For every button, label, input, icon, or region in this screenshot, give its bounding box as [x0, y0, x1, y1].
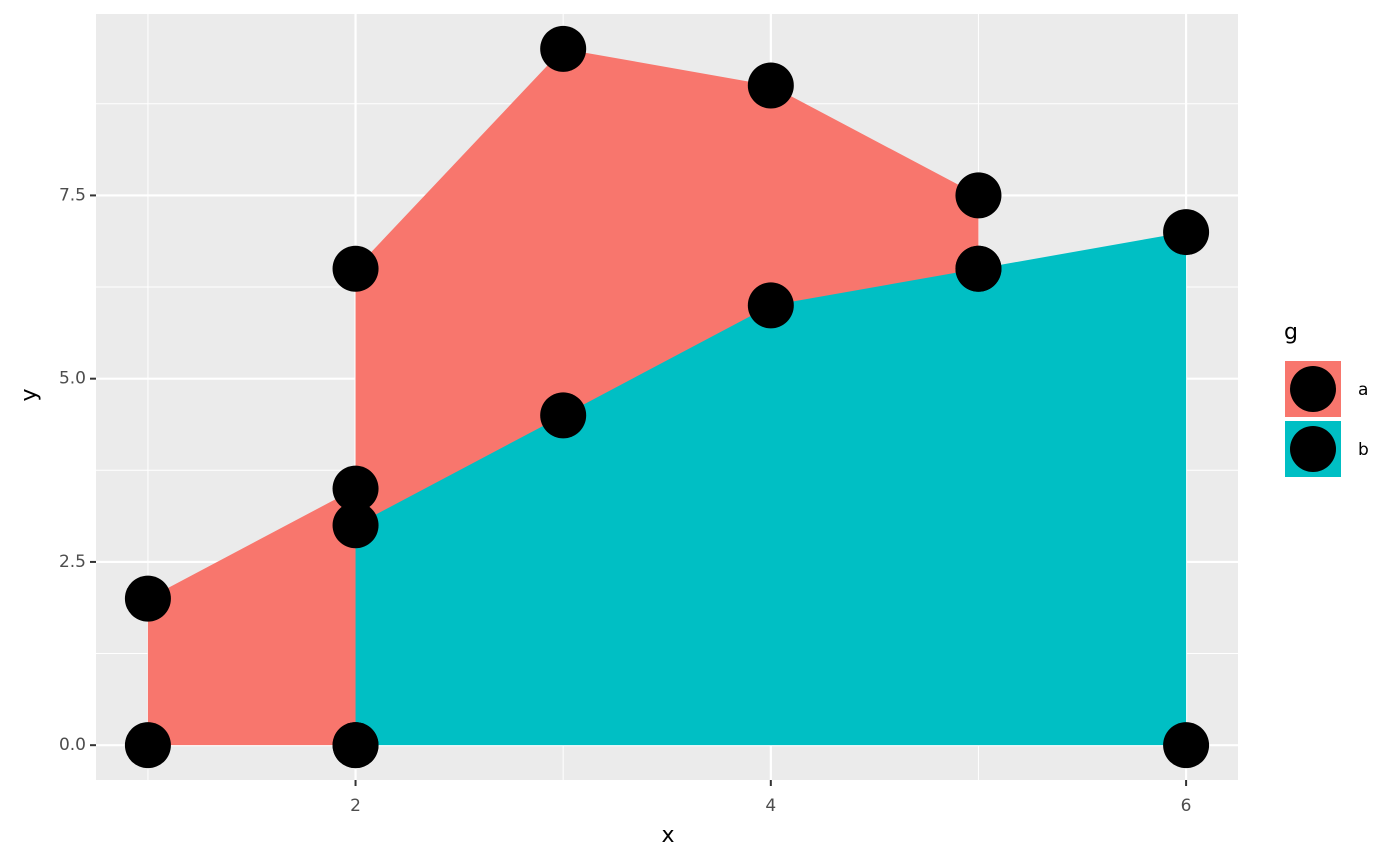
legend-point — [1290, 426, 1336, 472]
point — [332, 245, 379, 292]
point — [332, 502, 379, 549]
point — [124, 575, 171, 622]
point — [124, 722, 171, 769]
point — [747, 62, 794, 109]
point — [1163, 209, 1210, 256]
area — [355, 232, 1187, 746]
y-tick-label: 2.5 — [59, 552, 86, 572]
point — [1163, 722, 1210, 769]
x-tick-label: 2 — [350, 796, 361, 816]
point — [332, 722, 379, 769]
point — [332, 465, 379, 512]
x-tick-label: 6 — [1181, 796, 1192, 816]
y-axis-title: y — [17, 388, 42, 401]
point — [955, 245, 1002, 292]
x-tick-label: 4 — [765, 796, 776, 816]
y-tick-label: 5.0 — [59, 369, 86, 389]
point — [955, 172, 1002, 219]
legend-title: g — [1284, 320, 1298, 345]
y-tick-label: 7.5 — [59, 185, 86, 205]
legend-label: b — [1358, 440, 1369, 460]
y-tick-label: 0.0 — [59, 735, 86, 755]
point — [747, 282, 794, 329]
legend-point — [1290, 366, 1336, 412]
point — [540, 25, 587, 72]
point — [540, 392, 587, 439]
legend-label: a — [1358, 380, 1368, 400]
x-axis-title: x — [661, 823, 674, 848]
